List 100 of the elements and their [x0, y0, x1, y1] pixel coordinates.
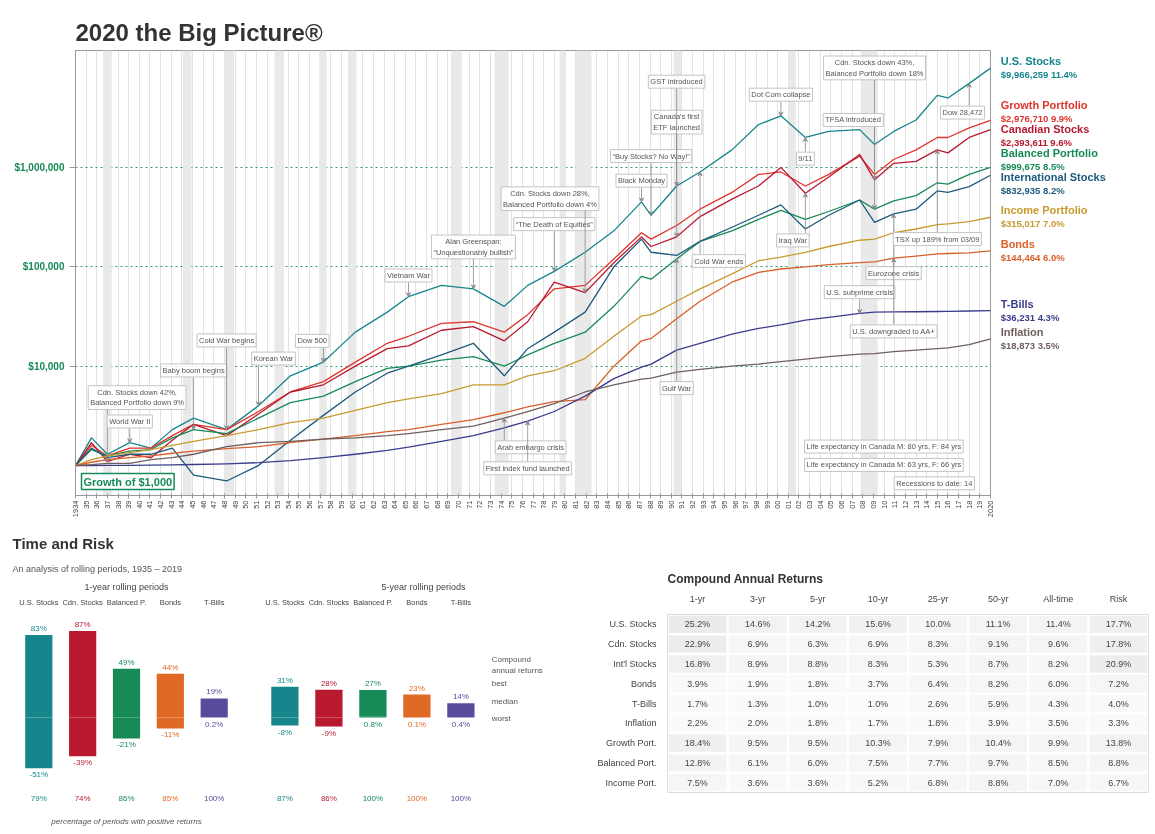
data-label: 31% — [276, 675, 293, 685]
data-label: 2.2% — [687, 718, 708, 729]
data-label: 1.0% — [867, 698, 889, 709]
series-label: Growth Portfolio — [1000, 99, 1088, 112]
data-label: -9% — [321, 728, 337, 738]
data-label: 87% — [74, 619, 91, 629]
text: 87% — [276, 794, 293, 804]
data-label: 27% — [364, 678, 381, 688]
text: 86% — [118, 794, 135, 804]
data-label: 44% — [162, 662, 179, 672]
data-label: 8.2% — [1048, 658, 1069, 669]
x-tick-label: All-time — [1043, 593, 1074, 604]
data-label: 1.3% — [747, 698, 768, 709]
text: 74% — [74, 794, 91, 804]
data-label: 17.7% — [1105, 619, 1132, 630]
data-label: 6.9% — [747, 639, 768, 650]
data-label: $832,935 8.2% — [1000, 185, 1066, 197]
data-label: 83% — [30, 623, 47, 633]
data-label: $9,966,259 11.4% — [1000, 69, 1078, 81]
chart-title: 2020 the Big Picture® — [75, 18, 323, 46]
data-label: -39% — [73, 758, 92, 768]
data-label: 19% — [206, 687, 223, 697]
data-label: 11.4% — [1045, 619, 1071, 630]
data-label: 20.9% — [1105, 658, 1132, 669]
text: 85% — [162, 794, 179, 804]
data-label: 25.2% — [684, 619, 711, 630]
x-tick-label: 3-yr — [749, 593, 766, 604]
annotation: Growth of $1,000 — [83, 475, 173, 488]
data-label: 9.9% — [1048, 738, 1069, 749]
text: worst — [490, 714, 512, 724]
data-label: 6.8% — [927, 777, 949, 788]
data-label: 9.5% — [807, 738, 829, 749]
data-label: $2,393,611 9.6% — [1000, 137, 1073, 149]
x-tick-label: 25-yr — [927, 593, 949, 604]
data-label: 6.4% — [927, 678, 949, 689]
data-label: 8.8% — [807, 658, 829, 669]
data-label: 8.7% — [987, 658, 1009, 669]
x-tick-label: Risk — [1109, 593, 1128, 604]
data-label: 8.3% — [927, 639, 949, 650]
data-label: 5.3% — [927, 658, 949, 669]
data-label: 3.7% — [867, 678, 889, 689]
data-label: 14% — [452, 692, 469, 702]
y-tick-label: $10,000 — [28, 360, 65, 372]
text: 79% — [30, 794, 47, 804]
series-label: Canadian Stocks — [1000, 123, 1090, 136]
data-label: 8.5% — [1048, 757, 1069, 768]
x-tick-label: 1-yr — [689, 593, 706, 604]
data-label: 9.7% — [987, 757, 1009, 768]
data-label: 7.2% — [1108, 678, 1129, 689]
data-label: $18,873 3.5% — [1000, 339, 1060, 351]
y-tick-label: U.S. Stocks — [609, 619, 657, 630]
data-label: 14.2% — [805, 619, 831, 630]
data-label: 8.3% — [867, 658, 889, 669]
y-tick-label: Int'l Stocks — [613, 658, 657, 669]
series-label: Bonds — [1000, 237, 1035, 250]
y-tick-label: Growth Port. — [605, 738, 657, 749]
x-tick-label: 10-yr — [867, 593, 889, 604]
data-label: 1.8% — [927, 718, 949, 729]
data-label: 4.0% — [1108, 698, 1129, 709]
data-label: 6.0% — [807, 757, 829, 768]
series-label: International Stocks — [1000, 171, 1106, 184]
text: 100% — [203, 794, 225, 804]
data-label: 4.3% — [1048, 698, 1069, 709]
chart-title: Time and Risk — [12, 534, 115, 552]
data-label: 3.9% — [687, 678, 708, 689]
data-label: 0.4% — [451, 719, 471, 729]
data-label: 2.0% — [747, 718, 768, 729]
data-label: 3.6% — [747, 777, 768, 788]
data-label: 17.8% — [1105, 639, 1132, 650]
data-label: 7.9% — [927, 738, 949, 749]
x-tick-label: 5-yr — [810, 593, 826, 604]
data-label: 1.9% — [747, 678, 768, 689]
x-tick-label: 50-yr — [987, 593, 1009, 604]
data-label: $144,464 6.0% — [1000, 251, 1066, 263]
text: 100% — [450, 794, 472, 804]
data-label: $36,231 4.3% — [1000, 311, 1060, 323]
data-label: 1.8% — [807, 678, 829, 689]
data-label: -51% — [29, 770, 49, 780]
data-label: 8.8% — [1108, 757, 1129, 768]
data-label: 6.9% — [867, 639, 889, 650]
data-label: 5.2% — [867, 777, 889, 788]
y-tick-label: Balanced Port. — [597, 757, 657, 768]
data-label: 10.4% — [985, 738, 1011, 749]
data-label: 2.6% — [927, 698, 949, 709]
data-label: 6.7% — [1108, 777, 1129, 788]
data-label: 8.2% — [987, 678, 1009, 689]
data-label: 3.9% — [987, 718, 1009, 729]
data-label: 9.5% — [747, 738, 768, 749]
data-label: 18.4% — [684, 738, 711, 749]
data-label: 49% — [118, 657, 135, 667]
text: 100% — [406, 794, 428, 804]
data-label: 8.8% — [987, 777, 1009, 788]
data-label: 7.7% — [927, 757, 949, 768]
data-label: 3.3% — [1108, 718, 1129, 729]
y-tick-label: Inflation — [624, 718, 657, 729]
y-tick-label: Income Port. — [605, 777, 657, 788]
text: best — [491, 678, 508, 688]
data-label: 28% — [320, 678, 337, 688]
x-axis-title: 1-year rolling periods — [84, 581, 170, 592]
data-label: $315,017 7.0% — [1000, 218, 1066, 230]
